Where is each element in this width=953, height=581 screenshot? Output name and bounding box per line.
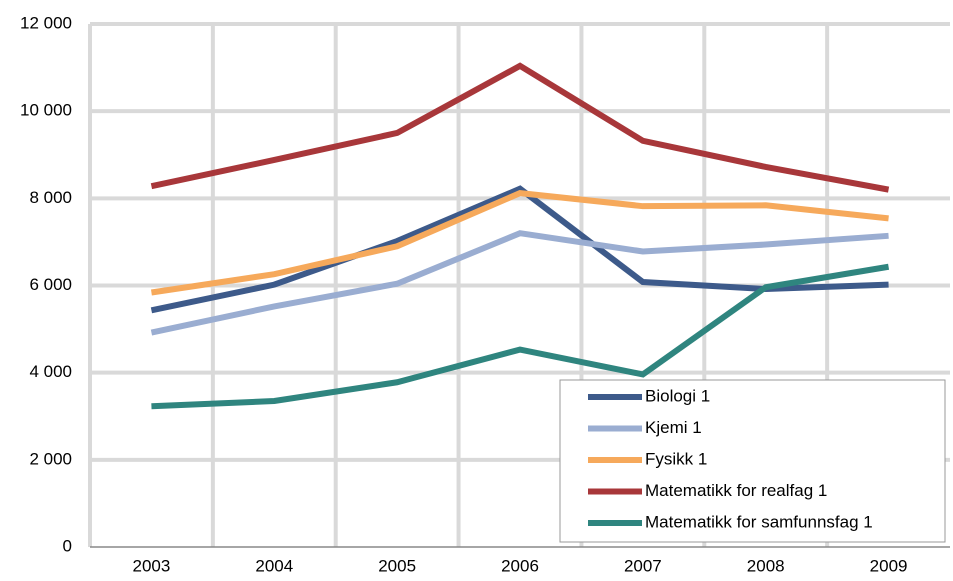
x-tick-label: 2008	[747, 556, 785, 575]
legend-label: Matematikk for realfag 1	[645, 481, 827, 500]
series-line	[150, 62, 890, 193]
x-tick-label: 2009	[870, 556, 908, 575]
legend-label: Matematikk for samfunnsfag 1	[645, 512, 873, 531]
x-tick-label: 2006	[501, 556, 539, 575]
y-tick-label: 8 000	[29, 188, 72, 207]
y-tick-label: 4 000	[29, 362, 72, 381]
y-tick-label: 12 000	[20, 13, 72, 32]
legend-label: Fysikk 1	[645, 449, 707, 468]
x-tick-label: 2004	[255, 556, 293, 575]
y-tick-label: 0	[63, 536, 72, 555]
y-tick-label: 2 000	[29, 449, 72, 468]
x-tick-label: 2007	[624, 556, 662, 575]
series-line	[150, 230, 889, 336]
series-line	[150, 190, 889, 296]
y-tick-label: 6 000	[29, 275, 72, 294]
legend-label: Biologi 1	[645, 386, 710, 405]
x-tick-label: 2005	[378, 556, 416, 575]
legend-label: Kjemi 1	[645, 418, 702, 437]
legend: Biologi 1 Kjemi 1 Fysikk 1 Matematikk for r…	[559, 379, 946, 543]
x-tick-label: 2003	[133, 556, 171, 575]
y-tick-label: 10 000	[20, 101, 72, 120]
series-line	[151, 263, 890, 410]
legend-box	[559, 379, 946, 543]
